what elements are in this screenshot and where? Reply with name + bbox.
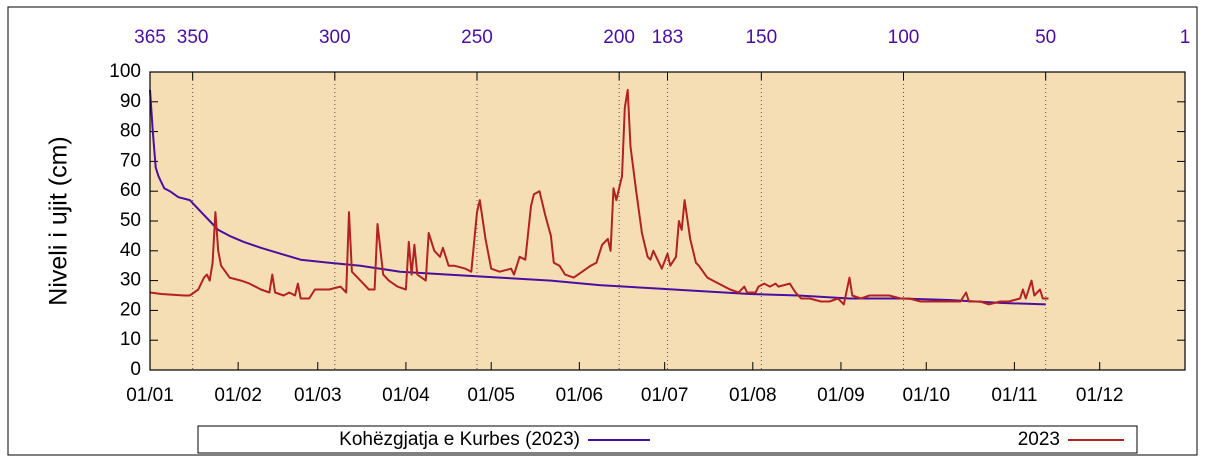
y-tick-label: 90 bbox=[120, 91, 141, 112]
x2-tick-label: 250 bbox=[461, 27, 493, 48]
legend-label: Kohëzgjatja e Kurbes (2023) bbox=[339, 429, 580, 450]
x2-tick-label: 50 bbox=[1035, 27, 1056, 48]
x-tick-label: 01/12 bbox=[1076, 385, 1124, 406]
plot-border bbox=[149, 71, 1186, 371]
y-tick-label: 20 bbox=[120, 299, 141, 320]
y-tick-label: 0 bbox=[130, 359, 141, 380]
x2-tick-label: 350 bbox=[177, 27, 209, 48]
x-tick-label: 01/06 bbox=[556, 385, 604, 406]
x2-tick-label: 100 bbox=[888, 27, 920, 48]
x-tick-label: 01/11 bbox=[991, 385, 1037, 406]
x-tick-label: 01/04 bbox=[382, 385, 430, 406]
series-line bbox=[149, 88, 1049, 306]
frame bbox=[7, 6, 1198, 456]
y-tick-label: 80 bbox=[120, 121, 141, 142]
y-tick-label: 70 bbox=[120, 150, 141, 171]
x2-tick-label: 200 bbox=[603, 27, 635, 48]
y-tick-label: 40 bbox=[120, 240, 141, 261]
series-line bbox=[149, 89, 1046, 306]
x2-tick-label: 365 bbox=[134, 27, 166, 48]
y-tick-label: 30 bbox=[120, 270, 141, 291]
x-tick-label: 01/07 bbox=[641, 385, 689, 406]
y-tick-label: 50 bbox=[120, 210, 141, 231]
x-tick-label: 01/01 bbox=[126, 385, 174, 406]
y-tick-label: 60 bbox=[120, 180, 141, 201]
y-tick-label: 10 bbox=[120, 329, 141, 350]
x2-tick-label: 300 bbox=[319, 27, 351, 48]
x-tick-label: 01/05 bbox=[467, 385, 515, 406]
y-tick-label: 100 bbox=[109, 61, 141, 82]
y-axis-label: Niveli i ujit (cm) bbox=[45, 136, 73, 305]
x-tick-label: 01/02 bbox=[214, 385, 262, 406]
legend-label: 2023 bbox=[1018, 429, 1060, 450]
x2-tick-label: 1 bbox=[1180, 27, 1191, 48]
x-tick-label: 01/10 bbox=[902, 385, 950, 406]
legend: Kohëzgjatja e Kurbes (2023) 2023 bbox=[197, 425, 1138, 454]
x-tick-label: 01/08 bbox=[729, 385, 777, 406]
x-tick-label: 01/03 bbox=[294, 385, 342, 406]
x-tick-label: 01/09 bbox=[817, 385, 865, 406]
legend-box bbox=[197, 425, 1138, 454]
x2-tick-label: 183 bbox=[652, 27, 684, 48]
x2-tick-label: 150 bbox=[745, 27, 777, 48]
